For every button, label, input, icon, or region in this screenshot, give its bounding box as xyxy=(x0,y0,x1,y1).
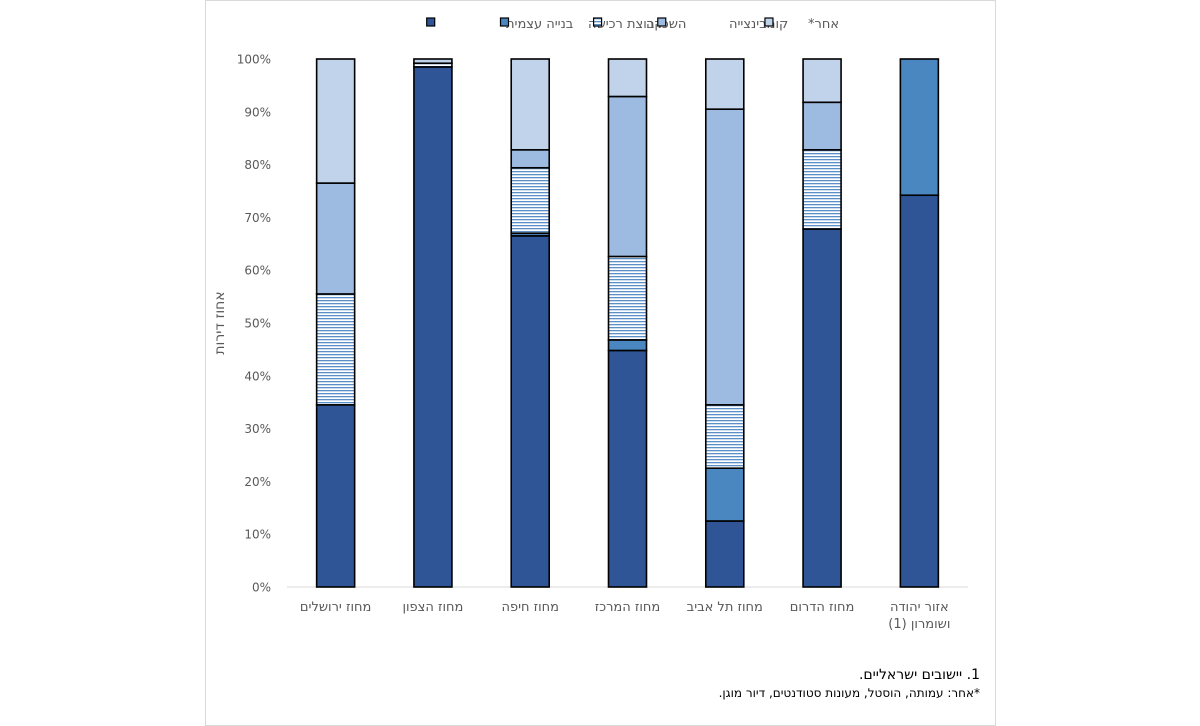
bar-segment xyxy=(315,58,356,184)
bar-segment xyxy=(704,404,745,469)
y-axis-ticks: 0% 10% 20% 30% 40% 50% 60% 70% 80% 90% 100% xyxy=(237,53,271,595)
legend-item: בנייה עצמית xyxy=(426,17,573,32)
bar-segment xyxy=(704,108,745,406)
bar-segment xyxy=(704,520,745,588)
bar-segment xyxy=(802,228,842,588)
bar-segment xyxy=(607,339,648,352)
bar-segment xyxy=(802,101,842,151)
bar-segment xyxy=(510,149,551,169)
y-tick-label: 10% xyxy=(244,528,271,542)
y-tick-label: 100% xyxy=(237,53,271,67)
legend-swatch xyxy=(592,17,603,27)
bar-segment xyxy=(315,182,356,295)
legend-swatch xyxy=(499,17,510,27)
footnotes: 1. יישובים ישראליים. *אחר: עמותה, הוסטל,… xyxy=(560,666,980,702)
bars xyxy=(315,58,940,588)
legend-swatch xyxy=(764,17,774,27)
bar-segment xyxy=(510,235,551,588)
legend-label: קבוצת רכישה xyxy=(588,17,664,32)
x-category-label: מחוז הצפון xyxy=(402,600,463,615)
bar-segment xyxy=(802,149,842,230)
bar-segment xyxy=(704,58,745,110)
legend-label: קומבינצייה xyxy=(729,17,788,32)
legend-label: אחר* xyxy=(808,17,839,32)
y-axis-label: אחוז דירות xyxy=(212,291,228,354)
category-labels: מחוז ירושלים מחוז הצפון מחוז חיפה מחוז המרכ… xyxy=(300,600,950,632)
legend-swatch xyxy=(657,17,667,27)
y-tick-label: 90% xyxy=(244,105,271,119)
x-category-label: מחוז תל אביב xyxy=(687,600,763,615)
x-category-label: אזור יהודה ושומרון (1) xyxy=(888,600,950,632)
legend-label: בנייה עצמית xyxy=(506,17,573,32)
bar-segment xyxy=(899,194,940,588)
legend-item: קבוצת רכישה xyxy=(499,17,664,32)
bar-segment xyxy=(607,58,648,98)
legend-swatch xyxy=(426,17,436,27)
footnote-1: 1. יישובים ישראליים. xyxy=(858,667,980,683)
bar-segment xyxy=(607,255,648,341)
bar-segment xyxy=(315,404,356,588)
bar-segment xyxy=(413,58,453,65)
legend-item: אחר* xyxy=(764,17,839,32)
x-category-label: מחוז הדרום xyxy=(790,600,855,615)
bar-segment xyxy=(802,58,842,104)
y-tick-label: 50% xyxy=(244,317,271,331)
y-tick-label: 40% xyxy=(244,369,271,383)
y-tick-label: 70% xyxy=(244,211,271,225)
y-tick-label: 20% xyxy=(244,475,271,489)
x-category-label: מחוז חיפה xyxy=(501,600,559,615)
y-tick-label: 0% xyxy=(252,581,271,595)
bar-segment xyxy=(607,349,648,588)
bar-segment xyxy=(607,95,648,258)
bar-segment xyxy=(413,66,453,588)
x-category-label: מחוז ירושלים xyxy=(300,600,371,615)
y-tick-label: 30% xyxy=(244,422,271,436)
bar-segment xyxy=(704,467,745,522)
bar-segment xyxy=(899,58,940,197)
bar-segment xyxy=(315,293,356,406)
bar-segment xyxy=(510,166,551,235)
y-tick-label: 60% xyxy=(244,264,271,278)
x-category-label: מחוז המרכז xyxy=(595,600,661,615)
footnote-other: *אחר: עמותה, הוסטל, מעונות סטודנטים, דיו… xyxy=(718,686,980,700)
y-tick-label: 80% xyxy=(244,158,271,172)
bar-segment xyxy=(510,58,551,151)
